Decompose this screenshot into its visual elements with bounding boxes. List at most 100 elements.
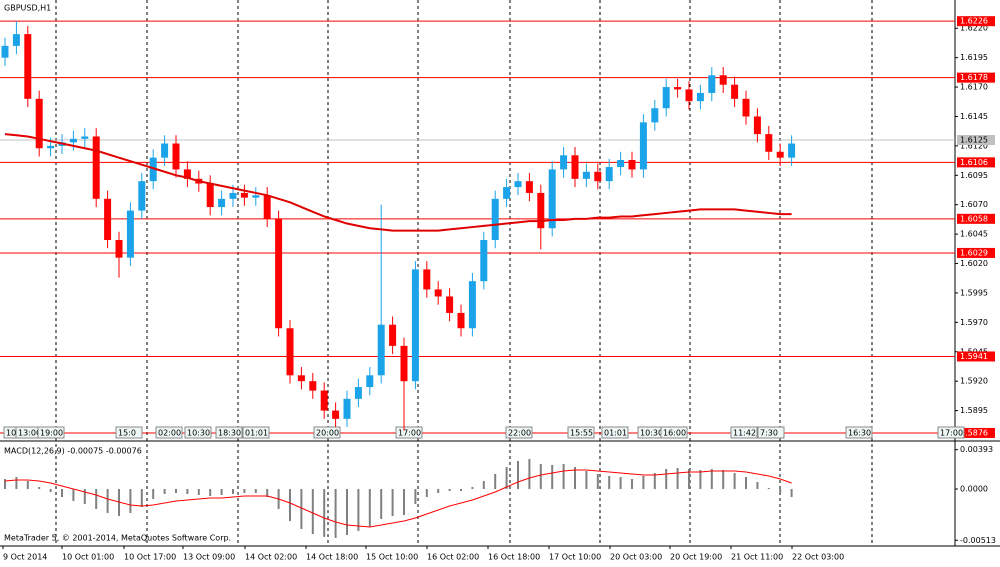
- macd-bar: [357, 489, 360, 531]
- candle-body: [525, 181, 533, 193]
- macd-bar: [779, 489, 782, 493]
- macd-bar: [4, 479, 6, 489]
- candle-body: [628, 160, 636, 170]
- macd-bar: [722, 470, 725, 489]
- macd-bar: [528, 459, 531, 489]
- candle-body: [651, 108, 659, 123]
- candle-body: [639, 122, 647, 170]
- x-tick-label: 20 Oct 03:00: [610, 553, 662, 562]
- macd-bar: [311, 489, 314, 534]
- x-tick-label: 16 Oct 18:00: [488, 553, 540, 562]
- macd-bar: [300, 489, 303, 529]
- time-marker-box: [660, 426, 688, 439]
- candle-body: [35, 98, 43, 149]
- time-marker: 11:42: [733, 429, 756, 438]
- macd-bar: [631, 479, 633, 489]
- candle-body: [411, 269, 419, 382]
- candle-body: [309, 381, 317, 391]
- level-label: 1.5941: [960, 352, 988, 361]
- macd-bar: [562, 464, 565, 489]
- time-marker: 16:00: [663, 429, 686, 438]
- macd-bar: [653, 473, 656, 489]
- macd-bar: [186, 489, 189, 494]
- macd-bar: [334, 489, 337, 538]
- time-marker: 10:30: [187, 429, 210, 438]
- candle-body: [104, 198, 112, 240]
- time-marker: 01:01: [604, 429, 627, 438]
- candle-body: [1, 45, 9, 58]
- candle-body: [582, 171, 590, 179]
- candle-body: [514, 181, 522, 188]
- candle-body: [161, 143, 169, 158]
- y-tick-label: 1.5995: [960, 288, 988, 297]
- time-marker: 7:30: [760, 429, 778, 438]
- x-tick-label: 15 Oct 10:00: [366, 553, 418, 562]
- candle-body: [12, 34, 20, 46]
- macd-bar: [15, 477, 18, 489]
- time-marker-box: [184, 426, 212, 439]
- y-tick-label: 1.5970: [960, 318, 988, 327]
- chart-title: GBPUSD,H1: [4, 4, 51, 13]
- candle-body: [275, 218, 283, 329]
- candle-body: [617, 160, 625, 168]
- candle-body: [753, 116, 761, 135]
- x-tick-label: 14 Oct 18:00: [306, 553, 358, 562]
- candle-body: [172, 143, 180, 170]
- y-tick-label: 1.6045: [960, 230, 988, 239]
- candle-body: [297, 375, 305, 382]
- macd-bar: [688, 469, 690, 489]
- candle-body: [47, 145, 55, 149]
- macd-bar: [323, 489, 326, 537]
- level-label: 1.5876: [960, 428, 988, 437]
- y-tick-label: 1.6145: [960, 112, 988, 121]
- y-tick-label: 1.6020: [960, 259, 988, 268]
- macd-bar: [710, 469, 713, 489]
- macd-bar: [642, 476, 645, 489]
- time-marker: 19:00: [40, 429, 63, 438]
- time-marker-box: [313, 426, 341, 439]
- candle-body: [457, 312, 465, 329]
- candle-body: [366, 375, 374, 388]
- x-tick-label: 13 Oct 09:00: [183, 553, 235, 562]
- macd-bar: [26, 481, 29, 489]
- time-marker-box: [242, 426, 270, 439]
- candle-body: [548, 169, 556, 229]
- macd-bar: [517, 461, 519, 489]
- macd-bar: [403, 489, 405, 515]
- macd-bar: [83, 489, 86, 504]
- time-marker: 10:30: [640, 429, 663, 438]
- macd-tick-label: -0.00513: [960, 536, 996, 545]
- macd-bar: [254, 489, 257, 493]
- macd-bar: [106, 489, 109, 513]
- candle-body: [776, 151, 784, 158]
- level-label: 1.6058: [960, 214, 988, 223]
- macd-bar: [756, 482, 759, 489]
- macd-bar: [61, 489, 63, 497]
- time-marker: 17:00: [398, 429, 421, 438]
- time-marker-box: [845, 426, 873, 439]
- candle-body: [742, 98, 750, 117]
- time-marker: 02:00: [158, 429, 181, 438]
- x-tick-label: 20 Oct 19:00: [670, 553, 722, 562]
- macd-bar: [574, 467, 576, 489]
- candle-body: [138, 181, 146, 211]
- time-marker: 20:00: [316, 429, 339, 438]
- macd-bar: [551, 465, 554, 489]
- candle-body: [696, 92, 704, 102]
- time-marker-box: [601, 426, 629, 439]
- time-marker: 18:30: [218, 429, 241, 438]
- time-marker-box: [505, 426, 533, 439]
- macd-bar: [175, 489, 177, 493]
- candle-body: [480, 240, 488, 282]
- level-box: [957, 16, 995, 27]
- candle-body: [731, 84, 739, 99]
- candle-body: [343, 398, 351, 419]
- candle-body: [400, 345, 408, 382]
- macd-tick-label: 0.0000: [960, 485, 988, 494]
- macd-bar: [140, 489, 143, 507]
- candle-body: [332, 410, 340, 419]
- candle-body: [286, 328, 294, 376]
- macd-bar: [733, 473, 736, 489]
- macd-bar: [232, 489, 234, 494]
